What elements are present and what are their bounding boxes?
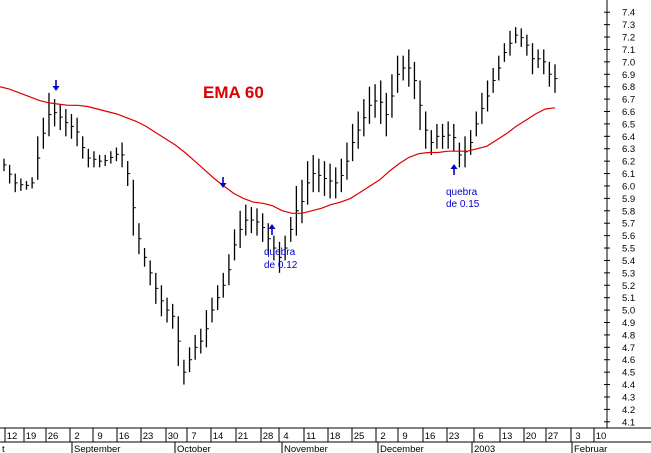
y-tick-label: 6.1 bbox=[622, 169, 635, 180]
y-tick-label: 7.2 bbox=[622, 33, 635, 44]
y-tick-label: 4.7 bbox=[622, 343, 635, 354]
x-tick-label: 28 bbox=[263, 431, 274, 442]
y-tick-label: 4.5 bbox=[622, 368, 635, 379]
y-tick-label: 5.8 bbox=[622, 206, 635, 217]
x-tick-label: 7 bbox=[191, 431, 196, 442]
x-tick-label: 20 bbox=[526, 431, 537, 442]
y-tick-label: 4.2 bbox=[622, 405, 635, 416]
x-tick-label: 11 bbox=[306, 431, 316, 442]
y-tick-label: 7.4 bbox=[622, 8, 635, 19]
x-tick-label: 12 bbox=[7, 431, 18, 442]
x-tick-label: 2 bbox=[380, 431, 385, 442]
y-tick-label: 7.1 bbox=[622, 45, 635, 56]
y-tick-label: 6.4 bbox=[622, 132, 635, 143]
annotation-label-2-line-1: quebra bbox=[446, 187, 478, 198]
y-tick-label: 5.9 bbox=[622, 194, 635, 205]
x-month-label: October bbox=[177, 444, 211, 453]
y-tick-label: 5.2 bbox=[622, 281, 635, 292]
y-tick-label: 6.7 bbox=[622, 95, 635, 106]
x-month-label: Februar bbox=[574, 444, 607, 453]
ema-60-line bbox=[0, 86, 556, 214]
y-tick-label: 7.0 bbox=[622, 57, 635, 68]
x-tick-label: 13 bbox=[502, 431, 513, 442]
y-tick-label: 4.6 bbox=[622, 355, 635, 366]
x-tick-label: 10 bbox=[596, 431, 607, 442]
y-tick-label: 4.3 bbox=[622, 392, 635, 403]
y-axis: 4.14.24.34.44.54.64.74.84.95.05.15.25.35… bbox=[604, 8, 635, 428]
y-tick-label: 7.3 bbox=[622, 20, 635, 31]
y-tick-label: 5.4 bbox=[622, 256, 635, 267]
y-tick-label: 6.3 bbox=[622, 144, 635, 155]
arrow-down-icon bbox=[219, 177, 227, 188]
price-bars bbox=[3, 27, 558, 385]
y-tick-label: 5.1 bbox=[622, 293, 635, 304]
x-month-label: t bbox=[2, 444, 5, 453]
y-tick-label: 4.4 bbox=[622, 380, 635, 391]
x-tick-label: 21 bbox=[238, 431, 249, 442]
x-tick-label: 3 bbox=[575, 431, 580, 442]
x-tick-label: 30 bbox=[168, 431, 179, 442]
x-tick-label: 23 bbox=[449, 431, 460, 442]
x-tick-label: 16 bbox=[425, 431, 436, 442]
y-tick-label: 4.8 bbox=[622, 330, 635, 341]
y-tick-label: 6.5 bbox=[622, 119, 635, 130]
x-tick-label: 9 bbox=[402, 431, 407, 442]
x-tick-label: 19 bbox=[26, 431, 37, 442]
x-tick-label: 26 bbox=[48, 431, 59, 442]
x-tick-label: 2 bbox=[74, 431, 79, 442]
x-month-label: November bbox=[284, 444, 328, 453]
y-tick-label: 5.0 bbox=[622, 306, 635, 317]
annotation-label-1-line-2: de 0.12 bbox=[264, 260, 298, 271]
x-tick-label: 9 bbox=[97, 431, 102, 442]
chart-title: EMA 60 bbox=[203, 83, 264, 102]
x-tick-label: 25 bbox=[354, 431, 365, 442]
x-tick-label: 18 bbox=[330, 431, 341, 442]
annotation-label-2-line-2: de 0.15 bbox=[446, 199, 480, 210]
x-month-label: 2003 bbox=[474, 444, 495, 453]
arrow-up-icon bbox=[450, 164, 458, 175]
y-tick-label: 5.3 bbox=[622, 268, 635, 279]
x-tick-label: 27 bbox=[548, 431, 559, 442]
x-month-label: December bbox=[380, 444, 424, 453]
x-tick-label: 23 bbox=[143, 431, 154, 442]
annotation-label-1-line-1: quebra bbox=[264, 247, 296, 258]
x-tick-label: 14 bbox=[213, 431, 224, 442]
y-tick-label: 6.9 bbox=[622, 70, 635, 81]
y-tick-label: 6.2 bbox=[622, 157, 635, 168]
y-tick-label: 6.6 bbox=[622, 107, 635, 118]
y-tick-label: 5.5 bbox=[622, 244, 635, 255]
y-tick-label: 5.7 bbox=[622, 219, 635, 230]
x-axis: 12 19 26 2 9 16 23 30 7 14 21 28 4 11 18 25 2 9 16 23 6 13 20 2… bbox=[2, 428, 607, 453]
arrow-markers bbox=[52, 80, 458, 235]
x-tick-label: 16 bbox=[119, 431, 130, 442]
x-tick-label: 4 bbox=[283, 431, 288, 442]
y-tick-label: 5.6 bbox=[622, 231, 635, 242]
x-month-label: September bbox=[74, 444, 120, 453]
arrow-down-icon bbox=[52, 80, 60, 91]
arrow-up-icon bbox=[268, 224, 276, 235]
y-tick-label: 4.1 bbox=[622, 417, 635, 428]
y-tick-label: 4.9 bbox=[622, 318, 635, 329]
x-tick-label: 6 bbox=[478, 431, 483, 442]
y-tick-label: 6.0 bbox=[622, 181, 635, 192]
y-tick-label: 6.8 bbox=[622, 82, 635, 93]
